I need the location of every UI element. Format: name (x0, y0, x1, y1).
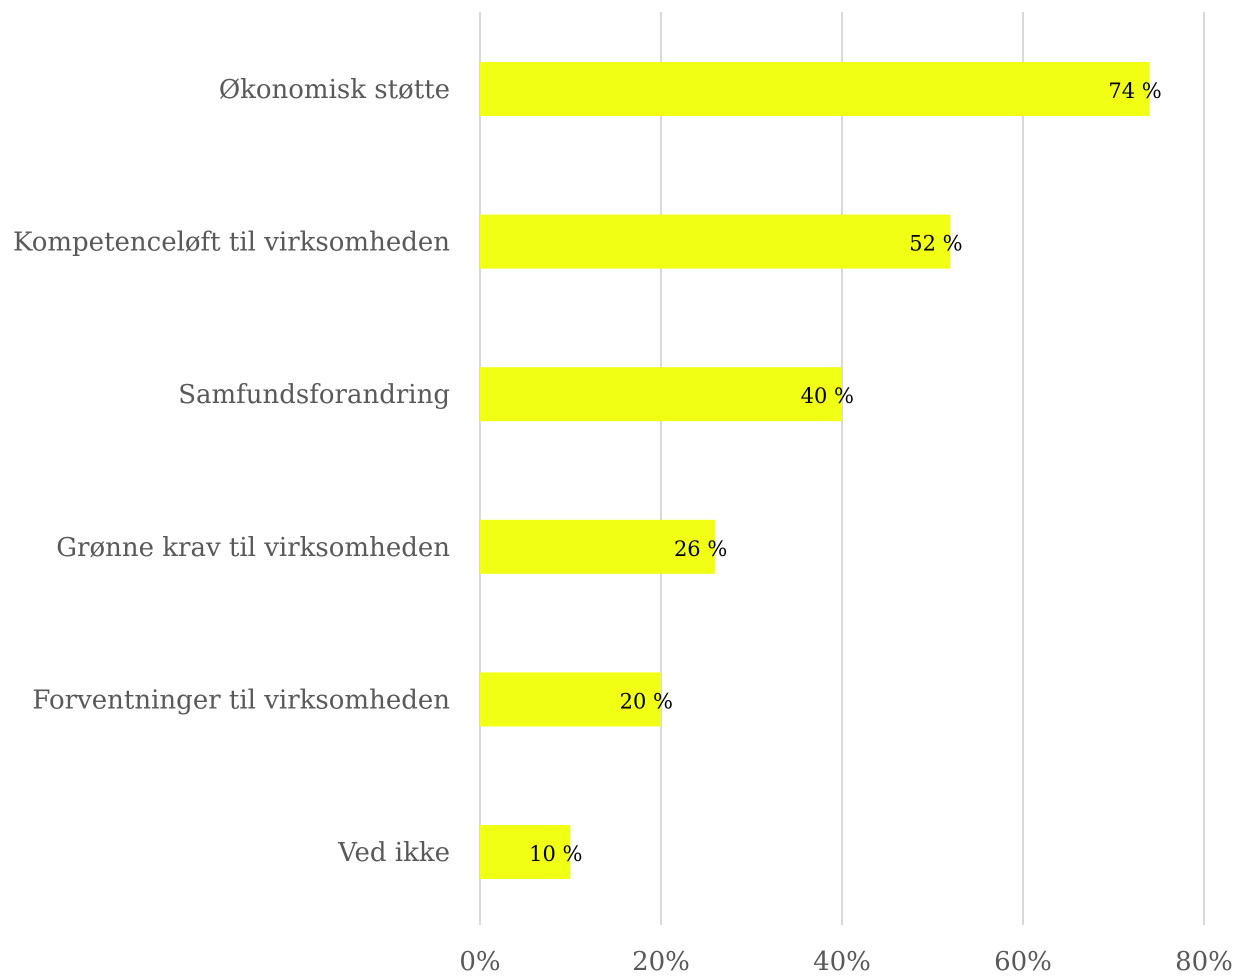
bar (480, 367, 842, 422)
bar (480, 214, 951, 269)
data-label: 10 % (529, 842, 582, 866)
data-labels: 74 % 52 % 40 % 26 % 20 % 10 % (529, 79, 1162, 866)
bar (480, 825, 571, 879)
x-tick-label: 0% (459, 947, 500, 977)
category-label: Kompetenceløft til virksomheden (13, 228, 450, 258)
bars (480, 62, 1150, 879)
category-label: Grønne krav til virksomheden (56, 533, 450, 563)
bar (480, 672, 661, 727)
bar (480, 519, 716, 574)
x-tick-label: 20% (632, 947, 690, 977)
category-label: Ved ikke (337, 838, 450, 868)
x-tick-label: 60% (994, 947, 1052, 977)
data-label: 52 % (909, 232, 962, 256)
x-tick-label: 40% (813, 947, 871, 977)
category-labels: Økonomisk støtte Kompetenceløft til virks… (13, 75, 450, 868)
x-axis-tick-labels: 0% 20% 40% 60% 80% (459, 947, 1233, 977)
data-label: 26 % (674, 537, 727, 561)
category-label: Økonomisk støtte (219, 75, 450, 105)
data-label: 20 % (620, 689, 673, 713)
bar (480, 62, 1150, 116)
category-label: Forventninger til virksomheden (32, 685, 450, 715)
gridlines (479, 12, 1205, 925)
category-label: Samfundsforandring (178, 380, 450, 410)
data-label: 40 % (801, 384, 854, 408)
data-label: 74 % (1108, 79, 1161, 103)
x-tick-label: 80% (1175, 947, 1233, 977)
